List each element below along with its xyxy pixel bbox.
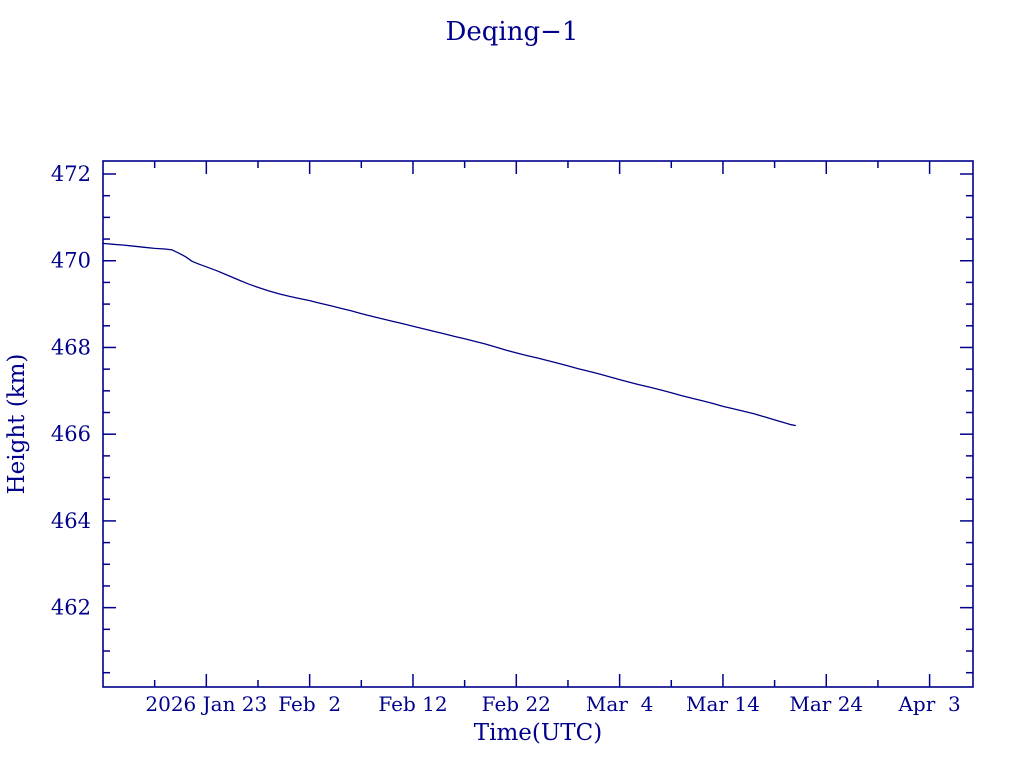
- x-tick-label: Feb 12: [378, 692, 447, 716]
- x-tick-labels: 2026 Jan 23 Feb 2 Feb 12 Feb 22 Mar 4 Mar 14 M…: [145, 692, 960, 716]
- plot-frame-rect: [102, 160, 974, 688]
- axis-ticks: [103, 161, 973, 687]
- y-tick-label: 464: [51, 509, 91, 533]
- y-axis-label: Height (km): [4, 354, 30, 495]
- y-tick-label: 468: [51, 335, 91, 359]
- x-tick-label: Feb 2: [278, 692, 341, 716]
- x-tick-label: Mar 24: [789, 692, 863, 716]
- x-tick-label: Mar 4: [586, 692, 653, 716]
- x-axis-label: Time(UTC): [474, 720, 602, 746]
- y-tick-label: 462: [51, 596, 91, 620]
- x-tick-label: 2026 Jan 23: [145, 692, 267, 716]
- chart-title: Deqing−1: [446, 17, 579, 47]
- plot-frame: [102, 160, 974, 688]
- height-series-line: [102, 242, 796, 427]
- y-tick-label: 466: [51, 422, 91, 446]
- y-tick-label: 472: [51, 162, 91, 186]
- y-tick-label: 470: [51, 249, 91, 273]
- x-tick-label: Apr 3: [897, 692, 960, 716]
- y-tick-labels: 472 470 468 466 464 462: [51, 162, 91, 620]
- data-series: [102, 242, 796, 427]
- x-tick-label: Feb 22: [482, 692, 551, 716]
- x-tick-label: Mar 14: [686, 692, 760, 716]
